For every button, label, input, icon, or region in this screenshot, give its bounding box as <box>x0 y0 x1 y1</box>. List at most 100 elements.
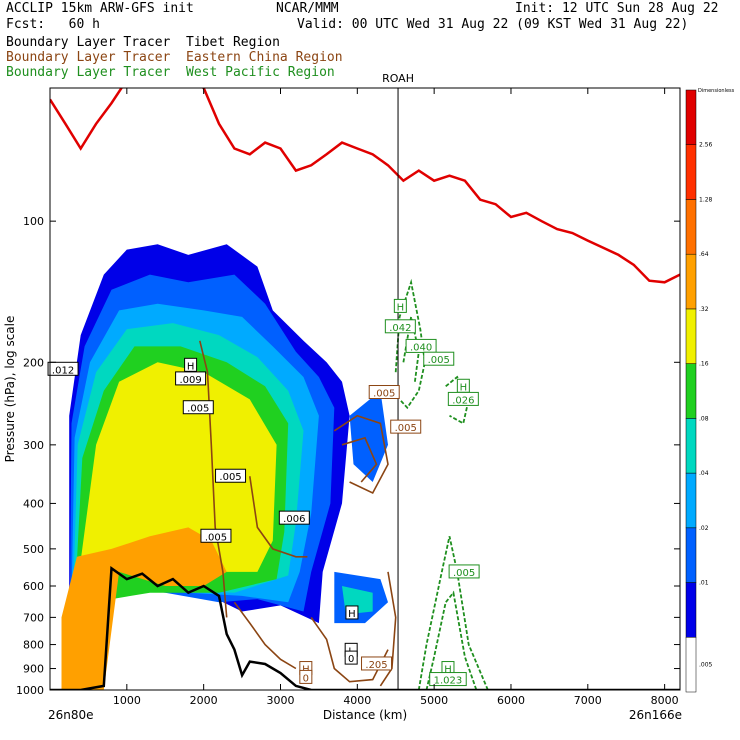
contour-label: .005 <box>453 568 475 579</box>
colorbar-swatch <box>685 582 697 638</box>
contour-label: H <box>348 609 356 620</box>
tracer-fill-region <box>349 390 388 482</box>
colorbar-label: .01 <box>699 580 709 587</box>
tropopause-line <box>50 88 680 284</box>
contour-label: .042 <box>389 323 411 334</box>
colorbar-label: .02 <box>699 525 709 532</box>
contour-label-box <box>299 669 313 684</box>
y-tick-label: 900 <box>23 663 44 676</box>
y-tick-label: 100 <box>23 215 44 228</box>
china-contour <box>233 601 297 670</box>
contour-label-box <box>447 391 479 406</box>
x-tick-label: 6000 <box>497 694 525 707</box>
colorbar-label: .32 <box>699 306 709 313</box>
tracer-shading <box>61 244 388 690</box>
colorbar-label: 2.56 <box>699 142 713 149</box>
tracer-fill-region <box>79 362 277 572</box>
colorbar-swatch <box>685 363 697 419</box>
china-contour <box>310 616 389 683</box>
x-tick-label: 2000 <box>190 694 218 707</box>
contour-label-box <box>384 319 416 334</box>
contour-label: 0 <box>303 673 309 684</box>
x-tick-label: 5000 <box>420 694 448 707</box>
contour-label: 0 <box>348 654 354 665</box>
y-tick-label: 200 <box>23 356 44 369</box>
y-tick-label: 1000 <box>16 684 44 697</box>
plot-frame <box>49 87 681 691</box>
contour-label: H <box>460 382 468 393</box>
valid-time: Valid: 00 UTC Wed 31 Aug 22 (09 KST Wed … <box>297 17 689 32</box>
contour-label-box <box>175 371 207 386</box>
contour-label: .006 <box>283 514 305 525</box>
wpac-contour <box>402 316 420 382</box>
contour-label: H <box>444 665 452 676</box>
contour-label-box <box>368 385 400 400</box>
x-tick-label: 7000 <box>574 694 602 707</box>
legend-wpac: Boundary Layer Tracer West Pacific Regio… <box>6 65 335 80</box>
roah-marker-label: ROAH <box>382 72 414 85</box>
x-tick-label: 4000 <box>343 694 371 707</box>
contour-label-box <box>405 338 437 353</box>
contour-label: .005 <box>373 389 395 400</box>
colorbar-swatch <box>685 418 697 474</box>
y-tick-label: 800 <box>23 639 44 652</box>
y-axis-label: Pressure (hPa), log scale <box>3 316 17 463</box>
contour-label-box <box>200 528 232 543</box>
contour-label: .005 <box>428 355 450 366</box>
colorbar-swatch <box>685 308 697 364</box>
contour-label: .005 <box>395 423 417 434</box>
tracer-contours <box>199 278 489 690</box>
contour-label: .040 <box>410 342 432 353</box>
contour-label-box <box>278 510 310 525</box>
contour-label: .026 <box>452 395 474 406</box>
y-tick-label: 700 <box>23 611 44 624</box>
terrain-line <box>50 565 680 690</box>
colorbar-swatch <box>685 89 697 145</box>
contour-label-box <box>390 419 422 434</box>
y-tick-label: 500 <box>23 543 44 556</box>
china-contour <box>341 436 378 483</box>
y-tick-label: 300 <box>23 439 44 452</box>
colorbar-label: .08 <box>699 415 709 422</box>
tracer-fill-region <box>61 527 227 690</box>
china-contour <box>249 476 308 558</box>
x-start-label: 26n80e <box>48 708 94 722</box>
x-tick-label: 8000 <box>651 694 679 707</box>
contour-label-box <box>429 672 467 687</box>
colorbar-swatch <box>685 144 697 200</box>
contour-label: 1.023 <box>434 676 463 687</box>
contour-label: H <box>187 361 195 372</box>
forecast-hour: Fcst: 60 h <box>6 17 100 32</box>
colorbar-label: 1.28 <box>699 196 713 203</box>
contour-label-box <box>423 351 455 366</box>
colorbar-label: .04 <box>699 470 709 477</box>
colorbar-label: .16 <box>699 361 709 368</box>
legend-china: Boundary Layer Tracer Eastern China Regi… <box>6 50 343 65</box>
colorbar-swatch <box>685 472 697 529</box>
china-contour <box>333 414 389 495</box>
colorbar-swatch <box>685 527 697 583</box>
contour-label-box <box>448 564 480 579</box>
contour-label: .005 <box>187 404 209 415</box>
legend-tibet: Boundary Layer Tracer Tibet Region <box>6 35 280 50</box>
x-axis-label: Distance (km) <box>323 708 407 722</box>
colorbar-swatch <box>685 253 697 310</box>
china-contour <box>379 571 397 687</box>
model-title: ACCLIP 15km ARW-GFS init <box>6 1 194 16</box>
colorbar-swatch <box>685 199 697 255</box>
contour-label-box <box>182 400 214 415</box>
init-time: Init: 12 UTC Sun 28 Aug 22 <box>515 1 719 16</box>
colorbar-label: .64 <box>699 251 709 258</box>
contour-label-box <box>344 650 358 665</box>
colorbar-label: .005 <box>699 662 713 669</box>
y-tick-label: 400 <box>23 497 44 510</box>
colorbar: .005 .01 .02 .04 .08 .16 .32 .64 1.28 2.56 Dimensi… <box>685 88 735 693</box>
contour-label-box <box>345 605 359 620</box>
center-label: NCAR/MMM <box>276 1 339 16</box>
contour-label-box <box>393 298 407 313</box>
axes: 1000 2000 3000 4000 5000 6000 7000 800010020030… <box>3 88 682 722</box>
contour-label: .205 <box>365 660 387 671</box>
contour-labels: H.009.005.012.005.005.006HL0.005.005.205… <box>47 298 480 687</box>
colorbar-swatch <box>685 637 697 693</box>
